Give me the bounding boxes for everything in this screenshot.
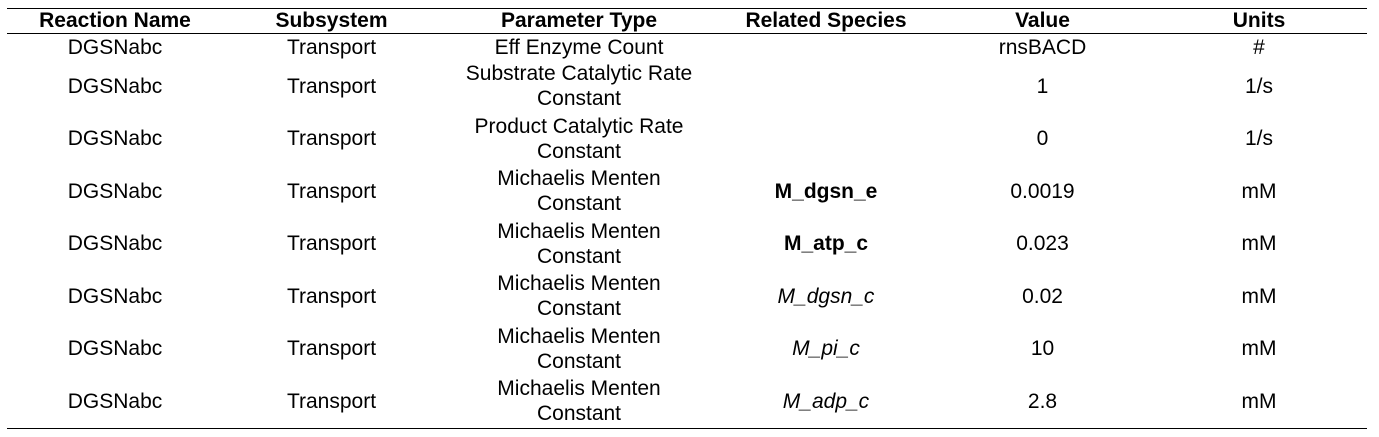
parameter-type-line2: Constant [440,191,718,216]
cell-reaction-name: DGSNabc [7,323,223,376]
cell-subsystem: Transport [223,375,440,428]
cell-parameter-type: Michaelis Menten Constant [440,165,718,218]
table-body: DGSNabc Transport Eff Enzyme Count rnsBACD #… [7,34,1367,429]
parameter-type-line1: Michaelis Menten [440,166,718,191]
parameter-type-line1: Michaelis Menten [440,376,718,401]
cell-related-species: M_adp_c [718,375,934,428]
cell-reaction-name: DGSNabc [7,375,223,428]
table-row: DGSNabc Transport Eff Enzyme Count rnsBACD # [7,34,1367,61]
cell-subsystem: Transport [223,113,440,166]
cell-related-species: M_atp_c [718,218,934,271]
parameter-type-line1: Michaelis Menten [440,271,718,296]
parameter-type-line2: Constant [440,86,718,111]
cell-value: 0.023 [934,218,1151,271]
parameter-type-line2: Constant [440,349,718,374]
table-row: DGSNabc Transport Michaelis Menten Constant… [7,270,1367,323]
cell-parameter-type: Eff Enzyme Count [440,34,718,61]
cell-units: mM [1151,165,1367,218]
cell-reaction-name: DGSNabc [7,270,223,323]
table-row: DGSNabc Transport Product Catalytic Rate Co… [7,113,1367,166]
cell-value: 0.02 [934,270,1151,323]
cell-reaction-name: DGSNabc [7,113,223,166]
parameter-table: Reaction Name Subsystem Parameter Type R… [7,8,1367,429]
cell-value: rnsBACD [934,34,1151,61]
table-row: DGSNabc Transport Substrate Catalytic Rate… [7,60,1367,113]
parameter-type-line2: Constant [440,401,718,426]
header-value: Value [934,9,1151,34]
cell-subsystem: Transport [223,218,440,271]
table-row: DGSNabc Transport Michaelis Menten Constant… [7,165,1367,218]
cell-subsystem: Transport [223,60,440,113]
cell-subsystem: Transport [223,165,440,218]
cell-units: mM [1151,323,1367,376]
cell-parameter-type: Substrate Catalytic Rate Constant [440,60,718,113]
header-units: Units [1151,9,1367,34]
cell-parameter-type: Michaelis Menten Constant [440,323,718,376]
parameter-type-line1: Eff Enzyme Count [440,35,718,60]
cell-units: mM [1151,270,1367,323]
table-row: DGSNabc Transport Michaelis Menten Constant… [7,323,1367,376]
parameter-table-container: Reaction Name Subsystem Parameter Type R… [7,8,1367,429]
cell-subsystem: Transport [223,34,440,61]
cell-value: 0.0019 [934,165,1151,218]
cell-related-species: M_dgsn_e [718,165,934,218]
cell-units: 1/s [1151,113,1367,166]
parameter-type-line2: Constant [440,244,718,269]
cell-units: 1/s [1151,60,1367,113]
cell-related-species: M_dgsn_c [718,270,934,323]
cell-related-species: M_pi_c [718,323,934,376]
cell-value: 2.8 [934,375,1151,428]
cell-reaction-name: DGSNabc [7,218,223,271]
cell-reaction-name: DGSNabc [7,34,223,61]
cell-reaction-name: DGSNabc [7,60,223,113]
table-row: DGSNabc Transport Michaelis Menten Constant… [7,375,1367,428]
cell-related-species [718,113,934,166]
parameter-type-line2: Constant [440,296,718,321]
cell-parameter-type: Michaelis Menten Constant [440,375,718,428]
header-related-species: Related Species [718,9,934,34]
header-reaction-name: Reaction Name [7,9,223,34]
cell-value: 0 [934,113,1151,166]
parameter-type-line1: Substrate Catalytic Rate [440,61,718,86]
cell-units: mM [1151,375,1367,428]
cell-parameter-type: Product Catalytic Rate Constant [440,113,718,166]
cell-parameter-type: Michaelis Menten Constant [440,270,718,323]
header-subsystem: Subsystem [223,9,440,34]
table-header: Reaction Name Subsystem Parameter Type R… [7,9,1367,34]
cell-parameter-type: Michaelis Menten Constant [440,218,718,271]
parameter-type-line1: Michaelis Menten [440,219,718,244]
cell-units: # [1151,34,1367,61]
cell-related-species [718,34,934,61]
parameter-type-line1: Product Catalytic Rate [440,114,718,139]
cell-value: 10 [934,323,1151,376]
header-parameter-type: Parameter Type [440,9,718,34]
cell-units: mM [1151,218,1367,271]
table-row: DGSNabc Transport Michaelis Menten Constant… [7,218,1367,271]
cell-subsystem: Transport [223,270,440,323]
parameter-type-line1: Michaelis Menten [440,324,718,349]
parameter-type-line2: Constant [440,139,718,164]
cell-subsystem: Transport [223,323,440,376]
header-row: Reaction Name Subsystem Parameter Type R… [7,9,1367,34]
cell-related-species [718,60,934,113]
cell-value: 1 [934,60,1151,113]
cell-reaction-name: DGSNabc [7,165,223,218]
